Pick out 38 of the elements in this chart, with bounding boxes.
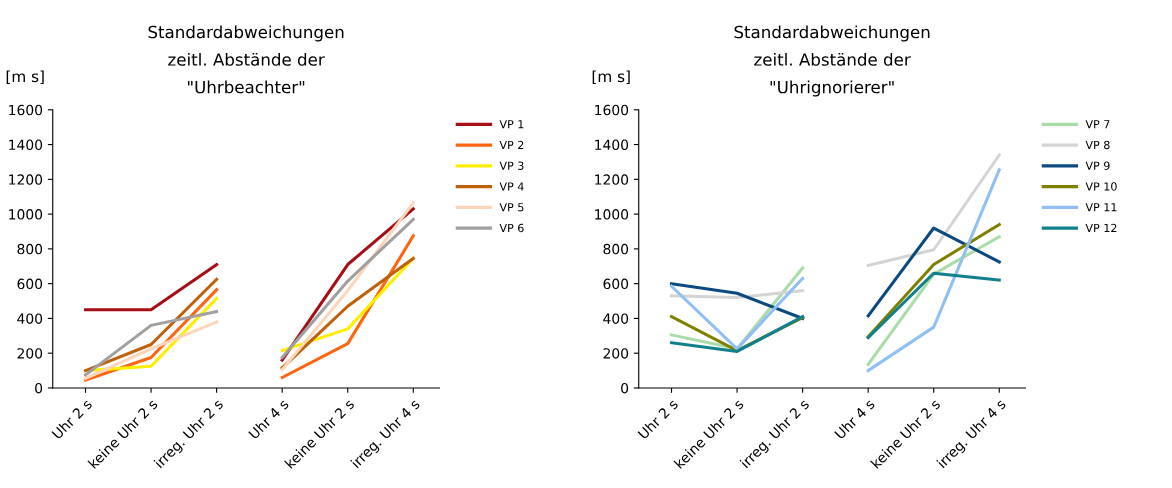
y-tick-label: 200 [17,348,43,359]
legend-label: VP 1 [499,120,524,129]
y-tick-label: 0 [621,382,629,394]
y-tick-label: 800 [603,243,629,255]
chart-title: Standardabweichungen zeitl. Abstände der "Uhrignorierer" [734,25,930,97]
legend-label: VP 2 [499,140,524,149]
y-axis-title: [m s] [6,70,44,84]
legend-label: VP 10 [1085,182,1117,191]
chart-title: Standardabweichungen zeitl. Abstände der "Uhrbeachter" [148,25,344,94]
legend-label: VP 9 [1085,161,1110,170]
y-tick-label: 800 [17,243,43,255]
y-tick-label: 1000 [9,209,43,220]
legend-label: VP 3 [499,161,524,170]
y-tick-label: 400 [17,313,43,324]
y-tick-label: 1400 [9,139,43,151]
legend-label: VP 11 [1085,203,1117,212]
y-axis-title: [m s] [592,70,630,84]
y-tick-label: 200 [603,348,629,359]
y-tick-label: 1200 [595,174,629,185]
legend-label: VP 5 [499,203,524,212]
x-tick-label: Uhr 2 s [637,398,679,440]
legend-label: VP 6 [499,223,524,233]
legend-label: VP 12 [1085,223,1117,233]
y-tick-label: 1000 [595,209,629,220]
legend-label: VP 8 [1085,140,1110,150]
y-tick-label: 600 [603,278,629,290]
legend-label: VP 4 [499,182,524,191]
y-tick-label: 1200 [9,174,43,185]
y-tick-label: 1600 [9,104,43,116]
x-tick-label: Uhr 4 s [247,398,290,440]
y-tick-label: 400 [603,313,629,324]
y-tick-label: 0 [35,382,43,394]
legend-label: VP 7 [1085,120,1110,129]
y-tick-label: 600 [17,278,43,290]
y-tick-label: 1600 [595,104,629,116]
x-tick-label: Uhr 4 s [833,398,876,440]
x-tick-label: Uhr 2 s [51,398,93,440]
y-tick-label: 1400 [595,139,629,151]
